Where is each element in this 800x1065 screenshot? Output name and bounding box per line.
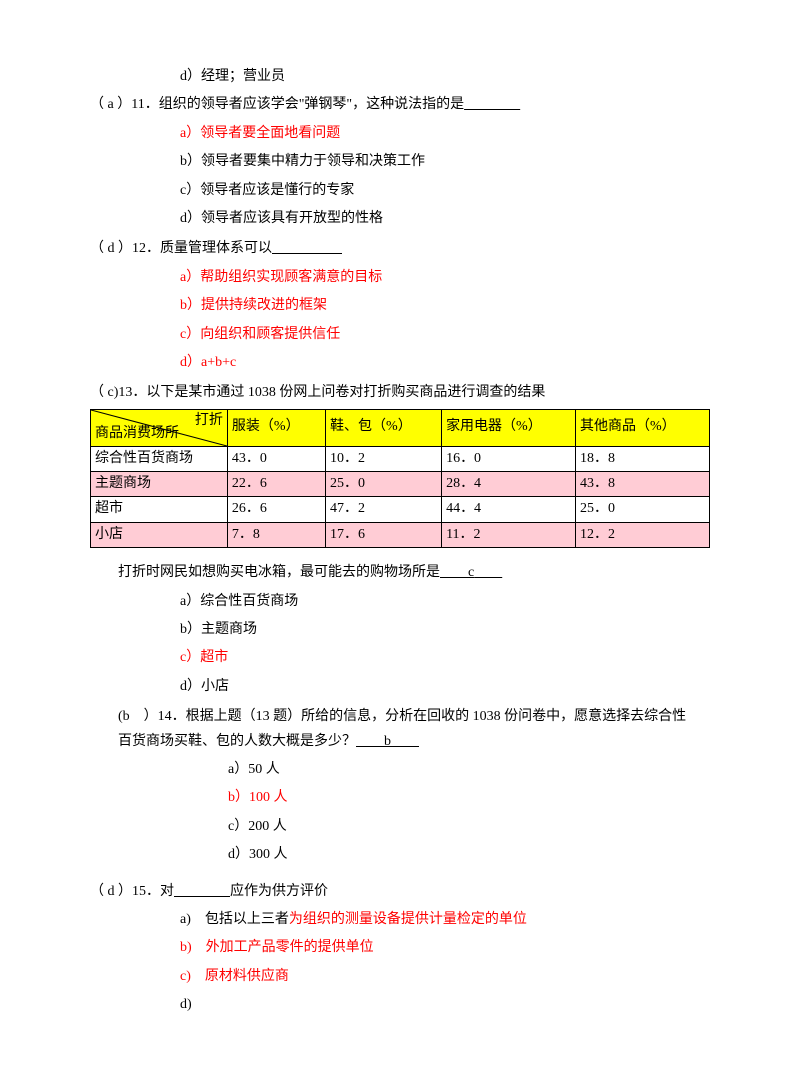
diag-top-label: 打折: [195, 410, 223, 432]
cell: 10．2: [326, 446, 442, 471]
cell: 18．8: [576, 446, 710, 471]
q13-opt-b: b）主题商场: [180, 619, 710, 641]
cell: 26．6: [227, 497, 325, 522]
q14-line1: (b ）14．根据上题（13 题）所给的信息，分析在回收的 1038 份问卷中，…: [118, 706, 710, 728]
q12-opt-b: b）提供持续改进的框架: [180, 295, 710, 317]
q15-a-black: a) 包括以上三者: [180, 912, 289, 927]
q10-options: d）经理；营业员: [90, 66, 710, 88]
row-label: 小店: [91, 522, 228, 547]
q14-opt-d: d）300 人: [228, 844, 710, 866]
cell: 25．0: [576, 497, 710, 522]
row-label: 主题商场: [91, 472, 228, 497]
q13: （ c)13．以下是某市通过 1038 份网上问卷对打折购买商品进行调查的结果 …: [90, 382, 710, 698]
q11-opt-a: a）领导者要全面地看问题: [180, 123, 710, 145]
q12-stem-text: （ d ）12．质量管理体系可以: [90, 241, 272, 256]
q14-blank-r: [391, 734, 419, 749]
cell: 43．0: [227, 446, 325, 471]
q13-opt-d: d）小店: [180, 676, 710, 698]
table-header-row: 打折 商品消费场所 服装（%） 鞋、包（%） 家用电器（%） 其他商品（%）: [91, 409, 710, 446]
diag-header-cell: 打折 商品消费场所: [91, 409, 228, 446]
q11-opt-c: c）领导者应该是懂行的专家: [180, 180, 710, 202]
cell: 28．4: [442, 472, 576, 497]
cell: 11．2: [442, 522, 576, 547]
q14-ans: b: [384, 734, 391, 749]
q15-a-red: 为组织的测量设备提供计量检定的单位: [289, 912, 527, 927]
col-2: 鞋、包（%）: [326, 409, 442, 446]
q15-opt-d: d): [180, 994, 710, 1016]
col-1: 服装（%）: [227, 409, 325, 446]
q13-after: 打折时网民如想购买电冰箱，最可能去的购物场所是 c: [118, 562, 710, 584]
q11-opt-d: d）领导者应该具有开放型的性格: [180, 208, 710, 230]
q15-stem-pre: （ d ）15．对: [90, 884, 174, 899]
cell: 25．0: [326, 472, 442, 497]
q14-blank-l: [356, 734, 384, 749]
table-row: 小店7．817．611．212．2: [91, 522, 710, 547]
q13-opt-a: a）综合性百货商场: [180, 591, 710, 613]
q13-table: 打折 商品消费场所 服装（%） 鞋、包（%） 家用电器（%） 其他商品（%） 综…: [90, 409, 710, 549]
q15-blank: ＿＿＿＿: [174, 884, 230, 899]
q11-stem: （ a ）11．组织的领导者应该学会"弹钢琴"，这种说法指的是＿＿＿＿: [90, 94, 710, 116]
q15-stem: （ d ）15．对＿＿＿＿应作为供方评价: [90, 881, 710, 903]
q12-stem: （ d ）12．质量管理体系可以＿＿＿＿＿: [90, 238, 710, 260]
q13-blank-l: [440, 565, 468, 580]
q11: （ a ）11．组织的领导者应该学会"弹钢琴"，这种说法指的是＿＿＿＿ a）领导…: [90, 94, 710, 230]
q15-opt-c: c) 原材料供应商: [180, 966, 710, 988]
table-row: 主题商场22．625．028．443．8: [91, 472, 710, 497]
q15-opt-a: a) 包括以上三者为组织的测量设备提供计量检定的单位: [180, 909, 710, 931]
q12: （ d ）12．质量管理体系可以＿＿＿＿＿ a）帮助组织实现顾客满意的目标 b）…: [90, 238, 710, 374]
q12-opt-d: d）a+b+c: [180, 352, 710, 374]
q13-opt-c: c）超市: [180, 647, 710, 669]
q11-opt-b: b）领导者要集中精力于领导和决策工作: [180, 151, 710, 173]
q15-stem-post: 应作为供方评价: [230, 884, 328, 899]
table-row: 综合性百货商场43．010．216．018．8: [91, 446, 710, 471]
q14-opt-b: b）100 人: [228, 787, 710, 809]
q12-blank: ＿＿＿＿＿: [272, 241, 342, 256]
q14: (b ）14．根据上题（13 题）所给的信息，分析在回收的 1038 份问卷中，…: [118, 706, 710, 866]
q14-opt-c: c）200 人: [228, 816, 710, 838]
col-3: 家用电器（%）: [442, 409, 576, 446]
q15-opt-b: b) 外加工产品零件的提供单位: [180, 937, 710, 959]
cell: 22．6: [227, 472, 325, 497]
q14-opt-a: a）50 人: [228, 759, 710, 781]
q13-stem: （ c)13．以下是某市通过 1038 份网上问卷对打折购买商品进行调查的结果: [90, 382, 710, 404]
q12-opt-c: c）向组织和顾客提供信任: [180, 324, 710, 346]
q14-line2: 百货商场买鞋、包的人数大概是多少？ b: [118, 731, 710, 753]
cell: 12．2: [576, 522, 710, 547]
q15: （ d ）15．对＿＿＿＿应作为供方评价 a) 包括以上三者为组织的测量设备提供…: [90, 881, 710, 1017]
q11-blank: ＿＿＿＿: [464, 97, 520, 112]
q14-line2-pre: 百货商场买鞋、包的人数大概是多少？: [118, 734, 356, 749]
table-row: 超市26．647．244．425．0: [91, 497, 710, 522]
cell: 16．0: [442, 446, 576, 471]
cell: 7．8: [227, 522, 325, 547]
diag-bot-label: 商品消费场所: [95, 423, 179, 445]
cell: 44．4: [442, 497, 576, 522]
q11-stem-text: （ a ）11．组织的领导者应该学会"弹钢琴"，这种说法指的是: [90, 97, 464, 112]
row-label: 综合性百货商场: [91, 446, 228, 471]
q12-opt-a: a）帮助组织实现顾客满意的目标: [180, 267, 710, 289]
q13-blank-r: [474, 565, 502, 580]
row-label: 超市: [91, 497, 228, 522]
col-4: 其他商品（%）: [576, 409, 710, 446]
cell: 43．8: [576, 472, 710, 497]
q10-opt-d: d）经理；营业员: [180, 66, 710, 88]
cell: 47．2: [326, 497, 442, 522]
q13-after-prefix: 打折时网民如想购买电冰箱，最可能去的购物场所是: [118, 565, 440, 580]
cell: 17．6: [326, 522, 442, 547]
